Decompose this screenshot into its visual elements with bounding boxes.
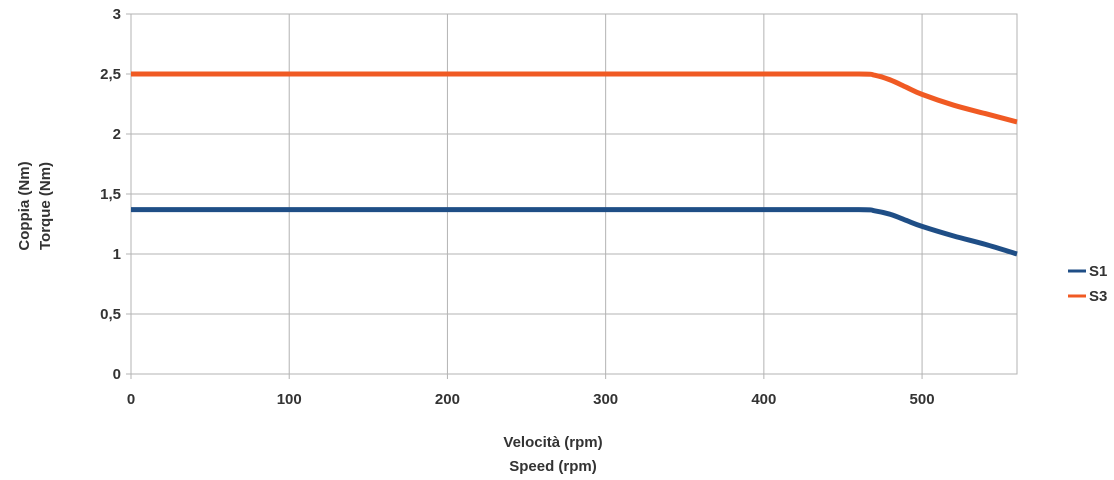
legend-item-s1: S1 bbox=[1068, 263, 1107, 280]
x-tick-label: 300 bbox=[593, 391, 618, 408]
series-lines bbox=[131, 71, 1018, 257]
x-axis-title-line2: Speed (rpm) bbox=[509, 458, 597, 475]
y-tick-labels: 0 0,5 1 1,5 2 2,5 3 bbox=[100, 6, 121, 383]
plot-frame bbox=[130, 13, 1018, 375]
x-axis-title-line1: Velocità (rpm) bbox=[503, 434, 602, 451]
legend: S1 S3 bbox=[1068, 263, 1107, 305]
legend-label-s1: S1 bbox=[1089, 263, 1107, 280]
x-tick-label: 500 bbox=[910, 391, 935, 408]
y-axis-title-line2: Torque (Nm) bbox=[37, 162, 54, 250]
legend-label-s3: S3 bbox=[1089, 288, 1107, 305]
x-tick-label: 200 bbox=[435, 391, 460, 408]
y-tick-label: 1 bbox=[113, 246, 121, 263]
y-tick-label: 3 bbox=[113, 6, 121, 23]
plot-border bbox=[130, 13, 1018, 375]
y-tick-label: 2,5 bbox=[100, 66, 121, 83]
y-tick-label: 1,5 bbox=[100, 186, 121, 203]
x-axis-title: Velocità (rpm) Speed (rpm) bbox=[503, 434, 602, 475]
x-tick-labels: 0 100 200 300 400 500 bbox=[127, 391, 935, 408]
series-line-s3 bbox=[131, 71, 1018, 125]
x-tick-label: 0 bbox=[127, 391, 135, 408]
x-tick-label: 400 bbox=[751, 391, 776, 408]
y-tick-label: 2 bbox=[113, 126, 121, 143]
x-tick-label: 100 bbox=[277, 391, 302, 408]
series-line-s1 bbox=[131, 207, 1018, 257]
grid bbox=[126, 13, 1017, 379]
y-tick-label: 0,5 bbox=[100, 306, 121, 323]
y-axis-title: Coppia (Nm) Torque (Nm) bbox=[16, 161, 54, 250]
y-axis-title-line1: Coppia (Nm) bbox=[16, 161, 33, 250]
legend-item-s3: S3 bbox=[1068, 288, 1107, 305]
y-tick-label: 0 bbox=[113, 366, 121, 383]
